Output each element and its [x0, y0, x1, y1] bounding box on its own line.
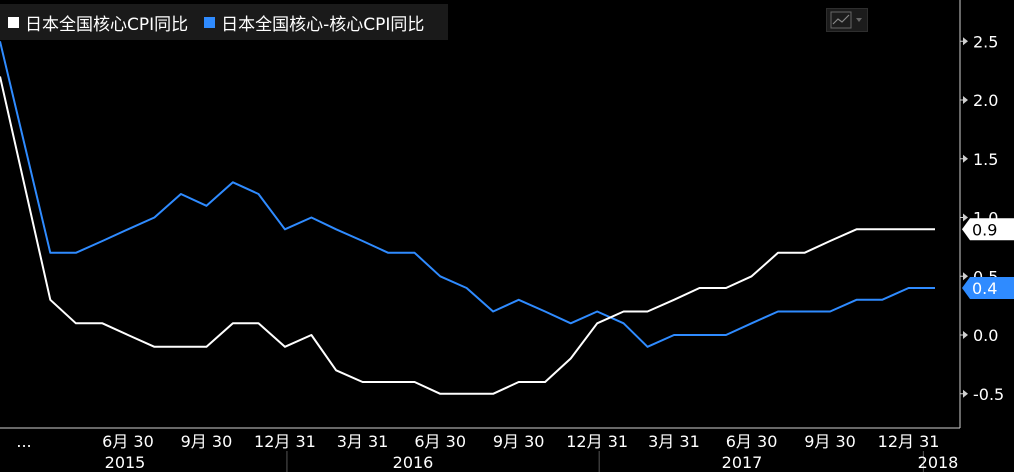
x-tick-label: ... [16, 432, 31, 451]
year-label: 2015 [105, 453, 146, 472]
y-tick-label: 2.0 [973, 91, 998, 110]
x-tick-label: 9月 30 [493, 432, 545, 451]
chart-legend: 日本全国核心CPI同比 日本全国核心-核心CPI同比 [0, 4, 449, 40]
legend-label-core-core-cpi: 日本全国核心-核心CPI同比 [221, 14, 425, 35]
x-tick-label: 12月 31 [254, 432, 316, 451]
line-chart-icon [830, 11, 862, 29]
x-tick-label: 9月 30 [804, 432, 856, 451]
y-tick-arrow [963, 96, 968, 104]
y-tick-label: -0.5 [973, 385, 1004, 404]
legend-swatch-core-core-cpi [204, 16, 216, 28]
y-tick-label: 2.5 [973, 32, 998, 51]
x-tick-label: 6月 30 [102, 432, 154, 451]
legend-swatch-core-cpi [8, 16, 19, 28]
year-label: 2017 [722, 453, 763, 472]
legend-label-core-cpi: 日本全国核心CPI同比 [25, 14, 189, 35]
y-tick-label: 1.5 [973, 150, 998, 169]
series-line-1 [0, 76, 935, 395]
x-tick-label: 3月 31 [337, 432, 389, 451]
last-value-label: 0.4 [972, 279, 997, 298]
x-tick-label: 6月 30 [726, 432, 778, 451]
x-tick-label: 12月 31 [566, 432, 628, 451]
chart-type-button[interactable] [826, 8, 868, 32]
y-tick-arrow [963, 213, 968, 222]
last-value-label: 0.9 [972, 220, 997, 239]
legend-item-core-cpi[interactable]: 日本全国核心CPI同比 [8, 10, 188, 35]
x-tick-label: 6月 30 [414, 432, 466, 451]
y-tick-label: 0.0 [973, 326, 998, 345]
x-tick-label: 3月 31 [648, 432, 700, 451]
year-label: 2018 [918, 453, 959, 472]
last-value-box [962, 277, 1014, 299]
x-tick-label: 9月 30 [181, 432, 233, 451]
series-line-2 [0, 41, 935, 348]
last-value-box [962, 218, 1014, 241]
y-tick-arrow [963, 389, 968, 398]
y-tick-arrow [963, 272, 968, 281]
y-tick-arrow [963, 37, 968, 46]
x-tick-label: 12月 31 [878, 432, 940, 451]
y-tick-arrow [963, 331, 968, 339]
y-tick-arrow [963, 154, 968, 163]
year-label: 2016 [393, 453, 434, 472]
legend-item-core-core-cpi[interactable]: 日本全国核心-核心CPI同比 [204, 10, 424, 35]
